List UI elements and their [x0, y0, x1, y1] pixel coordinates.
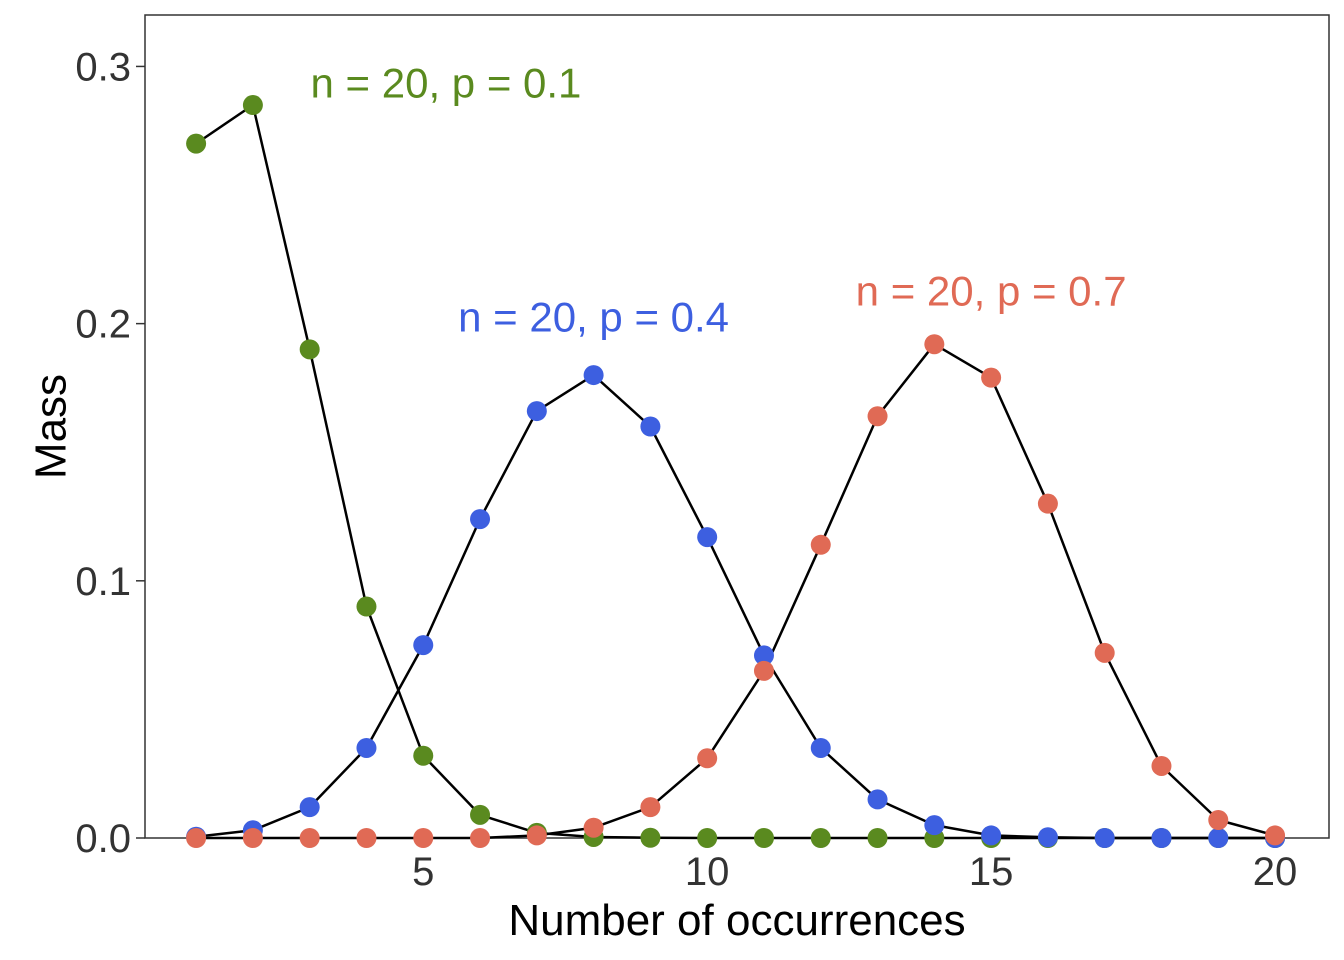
data-point	[526, 401, 547, 422]
data-point	[697, 748, 718, 769]
data-point	[413, 828, 434, 848]
series-labels: n = 20, p = 0.1 n = 20, p = 0.4 n = 20, p …	[311, 59, 1127, 340]
data-point	[810, 737, 831, 758]
data-point	[867, 406, 888, 427]
data-point	[299, 339, 320, 360]
data-point	[753, 828, 774, 848]
data-point	[1151, 828, 1172, 848]
y-axis-ticks: 0.0 0.1 0.2 0.3	[75, 45, 145, 861]
data-point	[697, 828, 718, 848]
data-point	[186, 133, 207, 154]
x-axis-ticks: 5 10 15 20	[412, 838, 1297, 894]
data-point	[640, 797, 661, 818]
x-tick-label: 20	[1253, 850, 1298, 894]
series-label: n = 20, p = 0.1	[311, 59, 582, 106]
data-point	[1151, 755, 1172, 776]
data-point	[470, 828, 491, 848]
data-point	[867, 828, 888, 848]
data-point	[413, 745, 434, 766]
data-point	[470, 509, 491, 530]
data-point	[640, 827, 661, 848]
data-point	[299, 797, 320, 818]
x-tick-label: 10	[685, 850, 730, 894]
y-axis-title: Mass	[26, 374, 75, 479]
data-point	[981, 825, 1002, 846]
data-point	[583, 365, 604, 386]
data-point	[470, 804, 491, 825]
data-point	[1208, 828, 1229, 848]
data-point	[697, 527, 718, 548]
data-point	[242, 828, 263, 848]
x-axis-title: Number of occurrences	[508, 896, 965, 945]
data-point	[753, 645, 774, 666]
y-tick-label: 0.3	[75, 45, 131, 89]
data-point	[186, 828, 207, 848]
data-point	[583, 817, 604, 838]
x-tick-label: 15	[969, 850, 1014, 894]
data-point	[1094, 642, 1115, 663]
data-point	[753, 660, 774, 681]
data-point	[356, 828, 377, 848]
data-point	[1094, 828, 1115, 848]
data-point	[924, 815, 945, 836]
data-point	[810, 534, 831, 555]
data-point	[981, 367, 1002, 388]
x-tick-label: 5	[412, 850, 434, 894]
data-point	[299, 828, 320, 848]
data-point	[640, 416, 661, 437]
series-label: n = 20, p = 0.4	[458, 293, 729, 340]
series-layer	[186, 95, 1286, 848]
data-point	[413, 635, 434, 656]
data-point	[526, 825, 547, 846]
data-point	[1265, 825, 1286, 846]
y-tick-label: 0.0	[75, 817, 131, 861]
data-point	[1037, 493, 1058, 514]
data-point	[810, 828, 831, 848]
y-tick-label: 0.1	[75, 560, 131, 604]
data-point	[242, 95, 263, 116]
data-point	[867, 789, 888, 810]
data-point	[356, 596, 377, 617]
data-point	[1208, 809, 1229, 830]
data-point	[356, 737, 377, 758]
data-point	[924, 334, 945, 355]
data-point	[1037, 827, 1058, 848]
series-label: n = 20, p = 0.7	[856, 268, 1127, 315]
plot-panel	[144, 14, 1330, 839]
y-tick-label: 0.2	[75, 303, 131, 347]
